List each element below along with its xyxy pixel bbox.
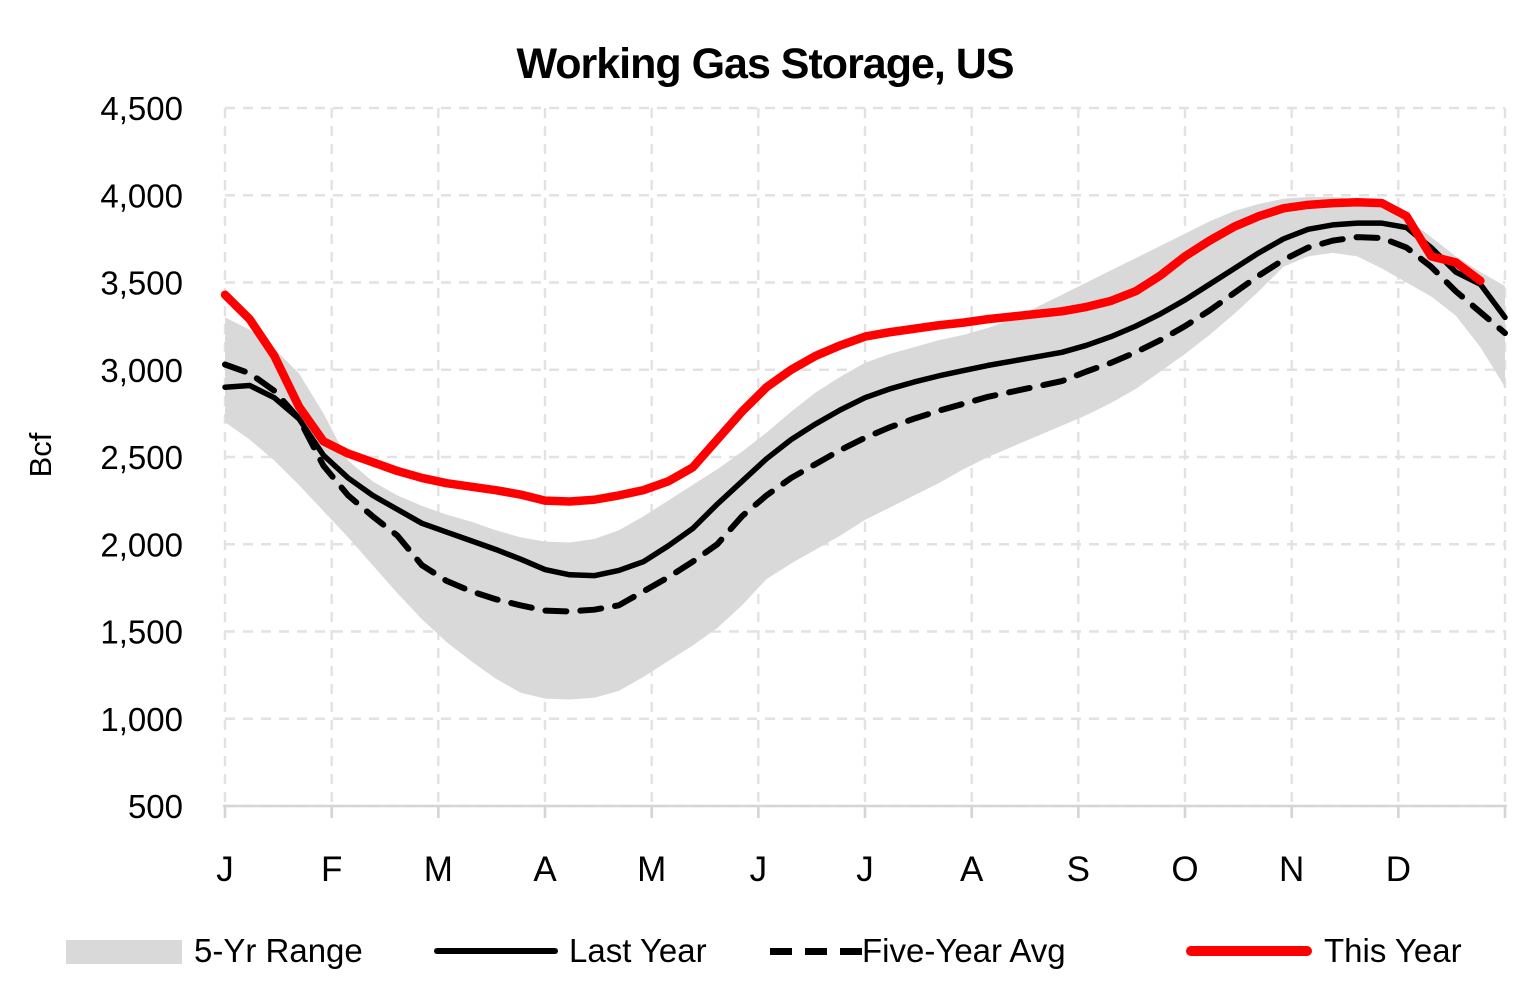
x-tick-label: S [1067, 850, 1090, 889]
x-tick-label: O [1171, 850, 1198, 889]
line-five-year-avg [222, 234, 1508, 615]
legend-label-five-year-avg: Five-Year Avg [862, 932, 1066, 969]
y-tick-label: 500 [128, 788, 183, 825]
series-last-year [222, 220, 1508, 579]
this-year-line-swatch [1186, 946, 1312, 956]
x-tick-label: J [216, 850, 234, 889]
series-this-year [220, 197, 1485, 506]
legend-label-last-year: Last Year [569, 932, 707, 969]
y-tick-label: 3,500 [100, 265, 183, 302]
y-tick-label: 2,000 [100, 526, 183, 563]
x-tick-label: F [321, 850, 342, 889]
y-tick-label: 1,500 [100, 614, 183, 651]
y-tick-label: 3,000 [100, 352, 183, 389]
y-tick-label: 2,500 [100, 439, 183, 476]
line-last-year [222, 220, 1508, 579]
x-tick-label: N [1279, 850, 1304, 889]
range-band-swatch [66, 940, 182, 964]
y-tick-label: 4,000 [100, 177, 183, 214]
x-tick-label: M [637, 850, 666, 889]
x-tick-label: J [750, 850, 768, 889]
series-five-year-avg [222, 234, 1508, 615]
y-tick-label: 1,000 [100, 701, 183, 738]
line-this-year [220, 197, 1485, 506]
last-year-line-swatch [434, 948, 558, 954]
legend-label-5yr-range: 5-Yr Range [194, 932, 363, 969]
x-axis [223, 804, 1507, 818]
legend-label-this-year: This Year [1324, 932, 1462, 969]
y-tick-labels: 500 1,000 1,500 2,000 2,500 3,000 3,500 4,000 4,… [100, 90, 183, 825]
y-tick-label: 4,500 [100, 90, 183, 127]
five-year-avg-line-swatch [770, 948, 862, 955]
chart-title: Working Gas Storage, US [516, 40, 1014, 88]
x-tick-label: A [533, 850, 557, 889]
x-tick-label: J [856, 850, 874, 889]
x-tick-label: A [960, 850, 984, 889]
x-tick-label: M [424, 850, 453, 889]
x-tick-label: D [1386, 850, 1411, 889]
